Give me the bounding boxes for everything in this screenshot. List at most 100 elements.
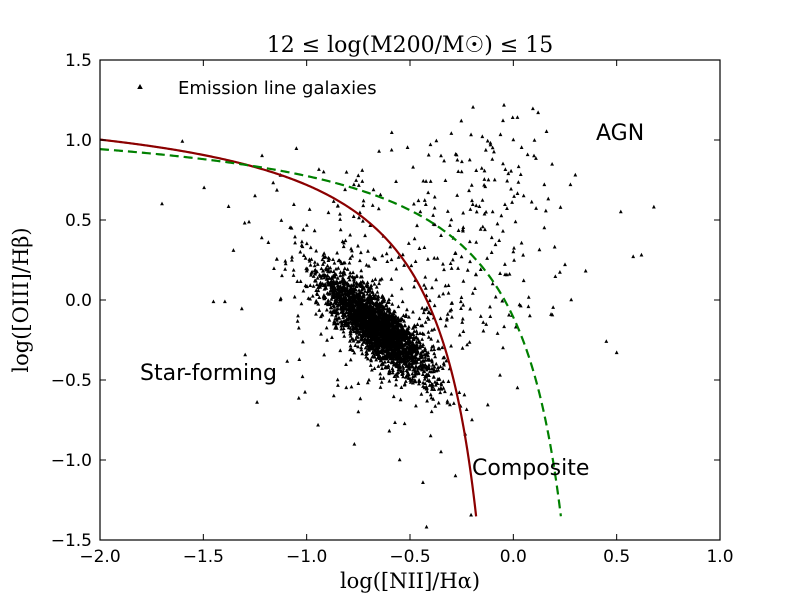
data-point xyxy=(378,376,383,380)
data-point xyxy=(503,202,507,207)
data-point xyxy=(436,338,440,343)
data-point xyxy=(299,301,304,306)
data-point xyxy=(341,315,346,320)
data-point xyxy=(497,238,502,243)
data-point xyxy=(292,294,297,299)
data-point xyxy=(365,303,370,307)
data-point xyxy=(426,152,431,157)
data-point xyxy=(325,338,329,342)
data-point xyxy=(344,317,349,322)
data-point xyxy=(394,328,399,333)
data-point xyxy=(413,371,418,376)
data-point xyxy=(503,262,507,266)
data-point xyxy=(356,409,361,414)
data-point xyxy=(370,278,375,283)
data-point xyxy=(439,153,443,158)
data-point xyxy=(351,299,355,304)
data-point xyxy=(338,211,342,216)
data-point xyxy=(370,325,375,329)
data-point xyxy=(321,262,325,266)
data-point xyxy=(359,345,364,350)
data-point xyxy=(478,267,483,272)
data-point xyxy=(372,281,377,286)
data-point xyxy=(386,365,391,369)
data-point xyxy=(314,311,318,316)
data-point xyxy=(363,233,367,238)
data-point xyxy=(420,323,425,328)
data-point xyxy=(344,385,349,390)
data-point xyxy=(274,257,279,261)
data-point xyxy=(362,331,367,335)
data-point xyxy=(448,261,453,266)
data-point xyxy=(482,211,487,216)
data-point xyxy=(459,254,464,259)
data-point xyxy=(371,328,376,332)
data-point xyxy=(457,390,462,395)
data-point xyxy=(414,355,418,360)
data-point xyxy=(436,377,441,382)
data-point xyxy=(320,312,325,316)
data-point xyxy=(423,320,428,324)
data-point xyxy=(320,257,325,262)
data-point xyxy=(446,290,451,295)
data-point xyxy=(335,250,340,255)
data-point xyxy=(417,246,422,250)
data-point xyxy=(351,214,356,218)
data-point xyxy=(467,188,471,193)
data-point xyxy=(381,355,386,359)
data-point xyxy=(486,177,491,182)
chart-title: 12 ≤ log(M200/M☉) ≤ 15 xyxy=(267,33,554,58)
x-tick-label: −1.0 xyxy=(286,547,327,567)
data-point xyxy=(348,331,353,336)
data-point xyxy=(377,342,382,347)
data-point xyxy=(334,326,339,330)
data-point xyxy=(361,304,365,309)
data-point xyxy=(480,224,485,229)
data-point xyxy=(515,191,520,196)
data-point xyxy=(449,391,454,396)
data-point xyxy=(347,260,352,265)
data-point xyxy=(426,257,430,261)
data-point xyxy=(331,303,336,307)
data-point xyxy=(331,199,336,203)
kewley-line xyxy=(99,148,562,517)
data-point xyxy=(526,304,531,309)
data-point xyxy=(355,273,359,278)
data-point xyxy=(397,457,402,462)
data-point xyxy=(390,348,395,353)
data-point xyxy=(420,372,425,376)
data-point xyxy=(393,420,397,425)
data-point xyxy=(412,346,417,351)
data-point xyxy=(381,297,386,302)
y-tick-label: 1.5 xyxy=(65,51,92,71)
data-point xyxy=(351,270,355,275)
data-point xyxy=(335,318,339,322)
data-point xyxy=(360,287,364,292)
data-point xyxy=(422,385,427,390)
data-point xyxy=(348,347,352,352)
data-point xyxy=(360,351,365,356)
data-point xyxy=(357,288,361,292)
data-point xyxy=(361,198,366,203)
data-point xyxy=(297,357,302,361)
data-point xyxy=(371,320,376,325)
data-point xyxy=(332,290,336,294)
data-point xyxy=(420,349,425,354)
data-point xyxy=(510,115,515,120)
data-point xyxy=(366,288,370,293)
data-point xyxy=(338,273,343,278)
data-point xyxy=(325,300,330,305)
data-point xyxy=(374,357,379,362)
data-point xyxy=(488,140,493,145)
data-point xyxy=(410,364,415,369)
data-point xyxy=(348,256,353,260)
data-point xyxy=(371,304,376,309)
data-point xyxy=(388,330,393,334)
data-point xyxy=(380,310,385,315)
data-point xyxy=(345,322,350,327)
data-point xyxy=(460,316,465,321)
data-point xyxy=(326,258,331,262)
data-point xyxy=(441,379,446,384)
data-point xyxy=(527,313,532,318)
data-point xyxy=(482,177,487,181)
